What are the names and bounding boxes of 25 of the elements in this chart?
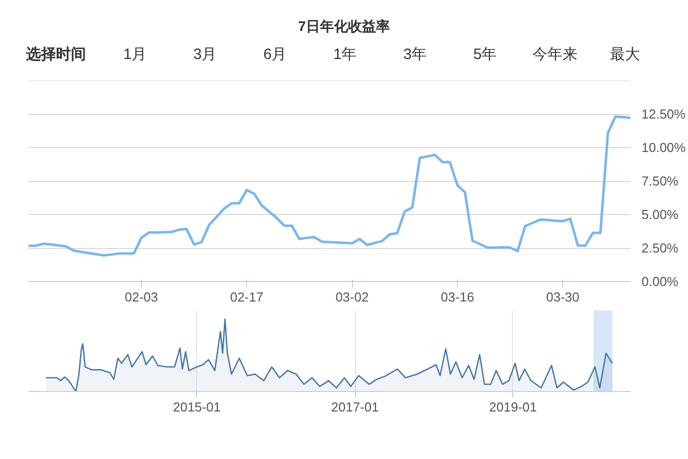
y-tick-label: 12.50% <box>642 106 686 122</box>
text: 今年来 <box>532 45 578 65</box>
text: 3年 <box>402 45 428 65</box>
line-series <box>28 115 630 257</box>
x-tick-label: 2019-01 <box>489 400 537 414</box>
x-tick-label: 03-02 <box>335 290 369 304</box>
x-tick-label: 03-16 <box>440 290 474 304</box>
x-tick-label: 2015-01 <box>173 400 221 414</box>
text: 1月 <box>122 45 148 65</box>
x-tick-label: 2017-01 <box>331 400 379 414</box>
text: 1年 <box>332 45 358 65</box>
text: 3月 <box>192 45 218 65</box>
x-tick-label: 02-03 <box>124 290 158 304</box>
y-tick-label: 0.00% <box>642 274 679 289</box>
y-tick-label: 10.00% <box>642 140 686 155</box>
chart-title: 7日年化收益率 <box>297 17 391 36</box>
text: 最大 <box>609 45 641 65</box>
x-tick-label: 02-17 <box>230 290 264 304</box>
y-tick-label: 2.50% <box>642 240 679 256</box>
text: 5年 <box>472 45 498 65</box>
x-tick-label: 03-30 <box>546 290 580 304</box>
text: 6月 <box>262 45 288 65</box>
y-tick-label: 5.00% <box>642 207 679 222</box>
y-tick-label: 7.50% <box>642 174 679 188</box>
text: 选择时间 <box>26 45 87 65</box>
